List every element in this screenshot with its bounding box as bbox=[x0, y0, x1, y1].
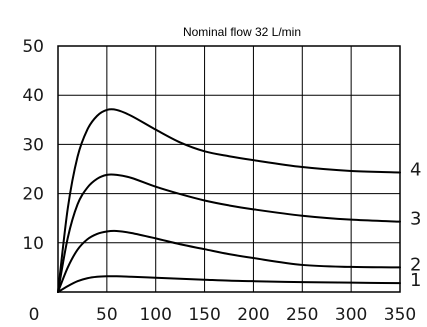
series-label-2: 2 bbox=[410, 254, 421, 275]
series-line-2 bbox=[57, 229, 401, 293]
series-labels: 12 3 4 bbox=[410, 159, 421, 291]
curves bbox=[57, 108, 401, 293]
series-line-1 bbox=[57, 275, 401, 293]
x-tick-label-50: 50 bbox=[96, 305, 118, 325]
chart-title: Nominal flow 32 L/min bbox=[183, 25, 301, 39]
series-line-4 bbox=[57, 108, 401, 293]
y-tick-label-10: 10 bbox=[22, 234, 44, 254]
x-tick-label-350: 350 bbox=[384, 305, 416, 325]
x-axis-ticks: 0 50 100 150 200 250 300 350 bbox=[29, 305, 417, 325]
x-tick-label-100: 100 bbox=[139, 305, 171, 325]
x-tick-label-200: 200 bbox=[237, 305, 269, 325]
y-tick-label-30: 30 bbox=[22, 135, 44, 155]
y-tick-label-20: 20 bbox=[22, 185, 44, 205]
plot-frame bbox=[57, 45, 401, 293]
series-label-1: 1 bbox=[410, 270, 421, 291]
grid bbox=[58, 46, 400, 292]
series-label-3: 3 bbox=[410, 209, 421, 230]
series-label-4: 4 bbox=[410, 159, 421, 180]
x-tick-label-0: 0 bbox=[29, 305, 40, 325]
x-tick-label-300: 300 bbox=[335, 305, 367, 325]
series-line-3 bbox=[57, 173, 401, 293]
x-tick-label-150: 150 bbox=[188, 305, 220, 325]
y-tick-label-50: 50 bbox=[22, 37, 44, 57]
y-tick-label-40: 40 bbox=[22, 86, 44, 106]
x-tick-label-250: 250 bbox=[286, 305, 318, 325]
y-axis-ticks: 10 20 30 40 50 bbox=[22, 37, 44, 254]
